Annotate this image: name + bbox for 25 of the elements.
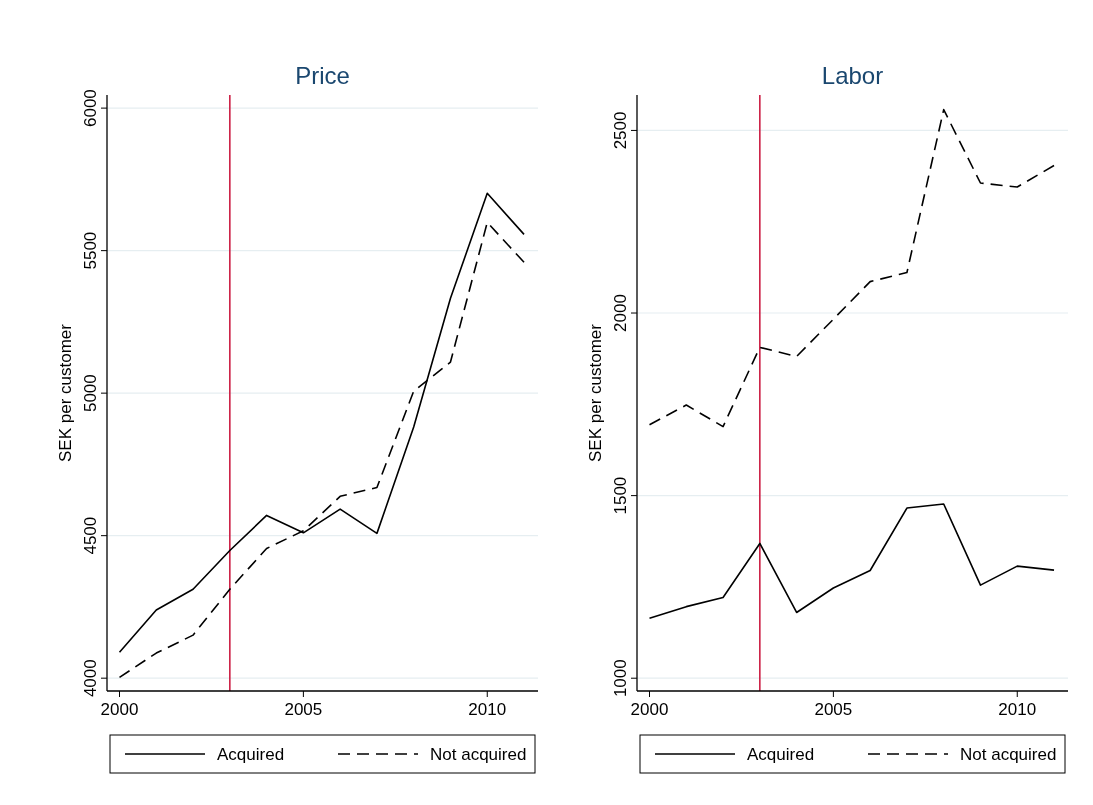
y-tick-label: 2500 xyxy=(611,111,630,150)
chart-title: Price xyxy=(295,62,350,89)
legend-label: Not acquired xyxy=(430,745,527,764)
y-tick-label: 1000 xyxy=(611,659,630,698)
line-series xyxy=(648,108,1055,428)
y-axis-title: SEK per customer xyxy=(56,323,75,462)
y-tick-label: 2000 xyxy=(611,294,630,332)
y-tick-label: 5000 xyxy=(81,374,100,413)
legend-label: Acquired xyxy=(217,745,285,764)
x-tick-label: 2010 xyxy=(468,700,507,719)
y-tick-label: 1500 xyxy=(611,476,630,515)
y-axis-title: SEK per customer xyxy=(586,323,605,462)
x-tick-label: 2000 xyxy=(100,700,139,719)
chart-title: Labor xyxy=(821,62,884,89)
x-tick-label: 2005 xyxy=(814,700,853,719)
y-tick-label: 4500 xyxy=(81,516,100,555)
x-tick-label: 2005 xyxy=(284,700,323,719)
legend-label: Acquired xyxy=(747,745,815,764)
y-tick-label: 4000 xyxy=(81,659,100,698)
x-tick-label: 2010 xyxy=(998,700,1037,719)
y-tick-label: 5500 xyxy=(81,231,100,270)
line-series xyxy=(648,503,1055,620)
x-tick-label: 2000 xyxy=(630,700,669,719)
y-tick-label: 6000 xyxy=(81,89,100,128)
legend-label: Not acquired xyxy=(960,745,1057,764)
